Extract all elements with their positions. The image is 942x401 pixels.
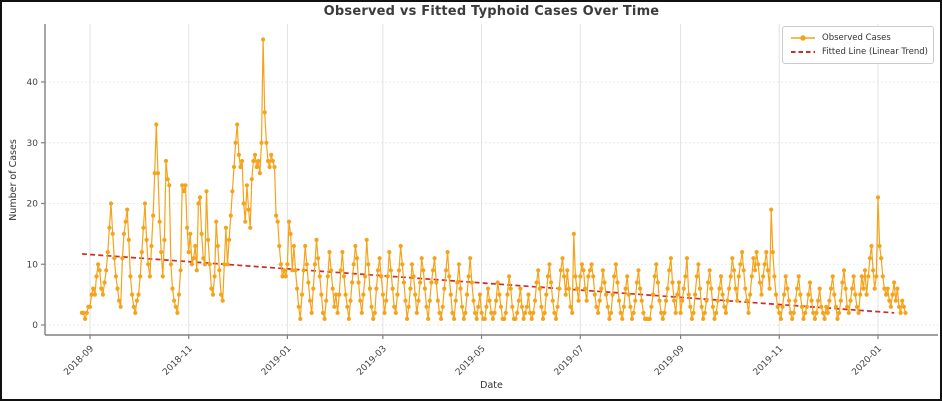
observed-series-line: [81, 38, 907, 320]
legend-label-observed: Observed Cases: [822, 33, 891, 43]
svg-text:2018-09: 2018-09: [62, 344, 96, 378]
svg-text:2020-01: 2020-01: [850, 344, 884, 378]
x-axis-ticks: 2018-09 2018-11 2019-01 2019-03 2019-05 2019-…: [62, 335, 884, 378]
chart-title: Observed vs Fitted Typhoid Cases Over Ti…: [323, 4, 660, 19]
legend-label-fitted: Fitted Line (Linear Trend): [821, 47, 928, 57]
axes-spines: [44, 24, 938, 336]
fitted-dash-icon: [791, 51, 815, 53]
svg-text:2019-05: 2019-05: [454, 344, 488, 378]
svg-text:2018-11: 2018-11: [161, 344, 195, 378]
legend-item-observed: Observed Cases: [789, 31, 928, 45]
svg-text:2019-11: 2019-11: [752, 344, 786, 378]
svg-text:40: 40: [27, 78, 39, 88]
svg-text:10: 10: [27, 260, 39, 270]
svg-text:0: 0: [32, 321, 38, 331]
observed-line-icon: [791, 35, 815, 41]
fitted-trend-line: [81, 253, 895, 314]
svg-text:20: 20: [27, 200, 39, 210]
svg-text:30: 30: [27, 139, 39, 149]
svg-text:2019-03: 2019-03: [355, 344, 389, 378]
observed-series-markers: [79, 37, 908, 321]
x-axis-label: Date: [480, 380, 503, 391]
svg-text:2019-07: 2019-07: [553, 344, 587, 378]
svg-text:2019-09: 2019-09: [653, 344, 687, 378]
y-axis-ticks: 0 10 20 30 40: [27, 78, 45, 331]
legend-item-fitted: Fitted Line (Linear Trend): [789, 45, 928, 59]
y-axis-label: Number of Cases: [8, 139, 19, 221]
gridlines: [45, 24, 938, 335]
svg-text:2019-01: 2019-01: [260, 344, 294, 378]
legend-box: Observed Cases Fitted Line (Linear Trend…: [782, 26, 934, 64]
